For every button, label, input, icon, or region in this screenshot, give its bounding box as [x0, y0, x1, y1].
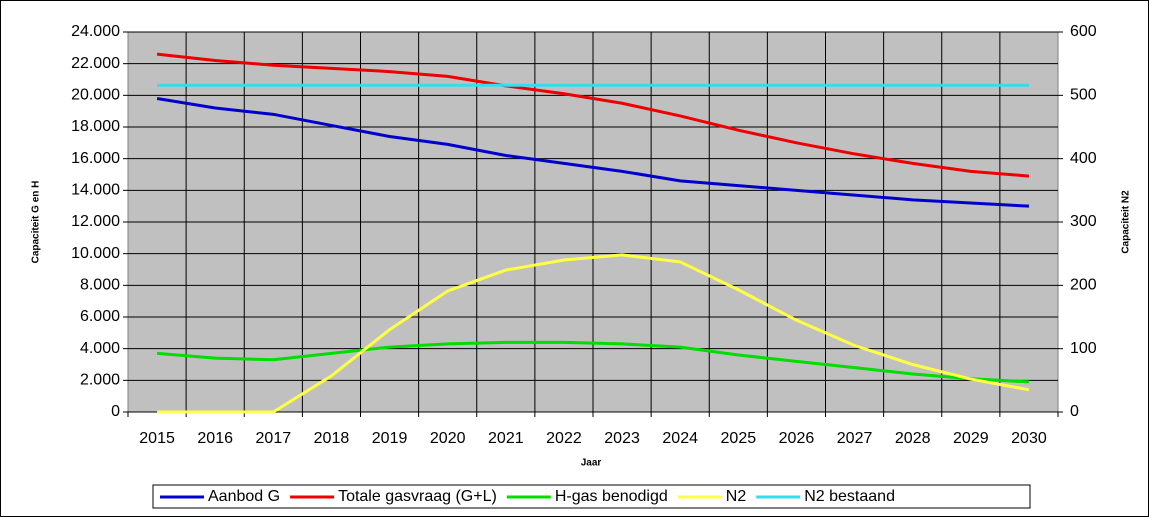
y-tick-label: 12.000	[71, 213, 120, 230]
x-tick-label: 2020	[430, 430, 466, 447]
y2-tick-label: 500	[1070, 87, 1097, 104]
x-tick-label: 2017	[256, 430, 292, 447]
series-line	[156, 52, 1030, 178]
y-tick-label: 24.000	[71, 23, 120, 40]
x-tick-label: 2028	[895, 430, 931, 447]
y-tick-label: 6.000	[80, 308, 120, 325]
y-tick-label: 0	[111, 403, 120, 420]
x-tick-label: 2024	[662, 430, 698, 447]
y-tick-label: 16.000	[71, 150, 120, 167]
x-tick-label: 2025	[721, 430, 757, 447]
legend-label: N2 bestaand	[804, 488, 895, 505]
y-axis-title: Capaciteit G en H	[31, 181, 42, 264]
x-tick-label: 2019	[372, 430, 408, 447]
x-tick-label: 2022	[546, 430, 582, 447]
y2-tick-label: 600	[1070, 23, 1097, 40]
legend-label: H-gas benodigd	[555, 488, 668, 505]
series-line	[156, 340, 1030, 384]
legend-label: Totale gasvraag (G+L)	[338, 488, 497, 505]
x-tick-label: 2015	[139, 430, 175, 447]
y-tick-label: 2.000	[80, 372, 120, 389]
x-tick-label: 2026	[779, 430, 815, 447]
y2-tick-label: 100	[1070, 340, 1097, 357]
x-tick-label: 2029	[953, 430, 989, 447]
y-tick-label: 20.000	[71, 87, 120, 104]
series-line	[156, 97, 1030, 208]
x-tick-label: 2018	[314, 430, 350, 447]
y2-tick-label: 400	[1070, 150, 1097, 167]
y-tick-label: 22.000	[71, 55, 120, 72]
legend-label: N2	[726, 488, 747, 505]
y-tick-label: 14.000	[71, 182, 120, 199]
y-tick-label: 8.000	[80, 277, 120, 294]
y-tick-label: 10.000	[71, 245, 120, 262]
y-tick-label: 18.000	[71, 118, 120, 135]
y2-tick-label: 300	[1070, 213, 1097, 230]
x-tick-label: 2027	[837, 430, 873, 447]
y-tick-label: 4.000	[80, 340, 120, 357]
x-axis-title: Jaar	[581, 458, 602, 469]
y2-axis-title: Capaciteit N2	[1121, 190, 1132, 254]
x-tick-label: 2030	[1011, 430, 1047, 447]
series-line	[157, 253, 1030, 414]
legend	[152, 484, 1031, 509]
x-tick-label: 2021	[488, 430, 524, 447]
x-tick-label: 2016	[197, 430, 233, 447]
y2-tick-label: 200	[1070, 277, 1097, 294]
y2-tick-label: 0	[1070, 403, 1079, 420]
legend-label: Aanbod G	[208, 488, 280, 505]
x-tick-label: 2023	[604, 430, 640, 447]
